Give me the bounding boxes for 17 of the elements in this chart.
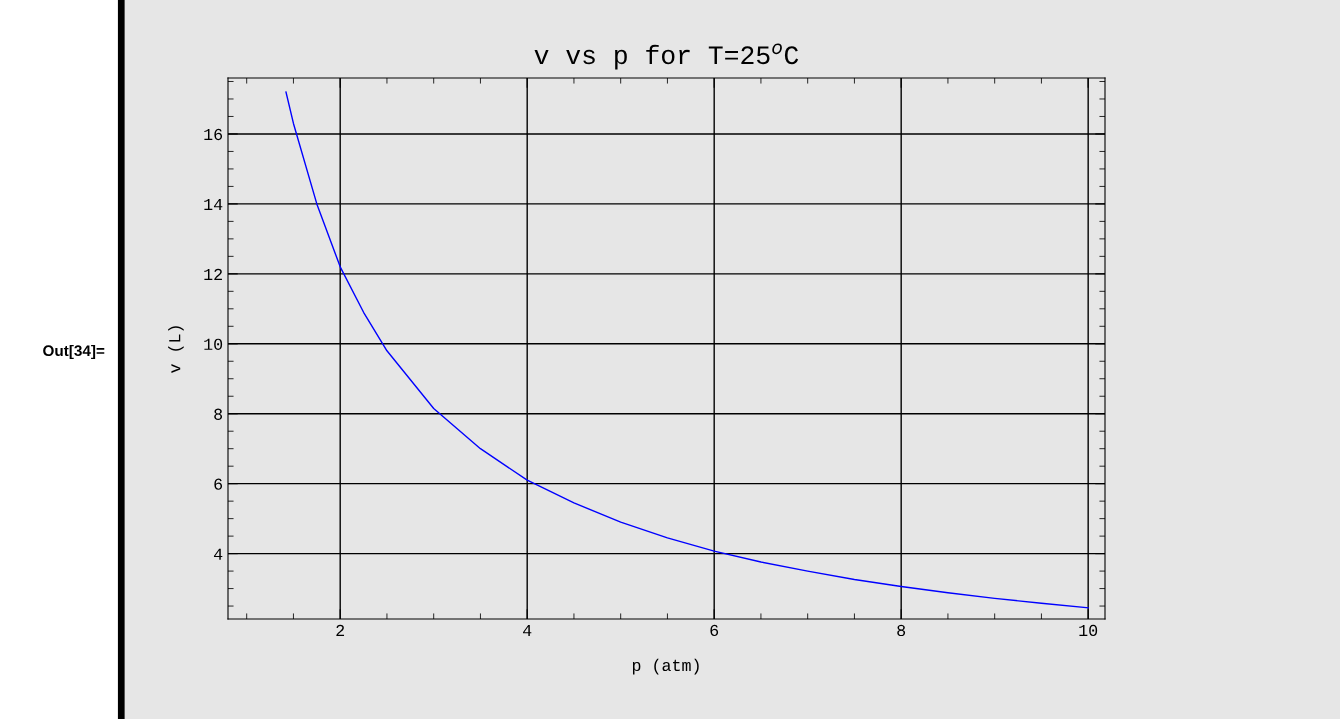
x-axis-title: p (atm): [632, 658, 699, 675]
y-tick-label: 16: [204, 128, 223, 141]
y-tick-label: 10: [204, 338, 223, 350]
x-tick-label: 4: [523, 624, 532, 636]
x-tick-label: 8: [897, 624, 906, 637]
y-tick-label: 4: [213, 548, 223, 560]
x-tick-label: 6: [710, 624, 719, 637]
y-tick-label: 8: [214, 408, 223, 420]
y-tick-label: 6: [214, 478, 223, 490]
y-tick-label: 12: [204, 268, 222, 280]
chart-title: v vs p for T=25$^{o}$C: [534, 43, 799, 70]
y-axis-title: v (L): [168, 326, 184, 373]
x-tick-label: 2: [336, 624, 345, 636]
text: Out[34]=: [43, 344, 105, 360]
y-tick-label: 14: [204, 198, 223, 210]
x-tick-label: 10: [1079, 624, 1098, 637]
line-series: [285, 91, 1089, 609]
